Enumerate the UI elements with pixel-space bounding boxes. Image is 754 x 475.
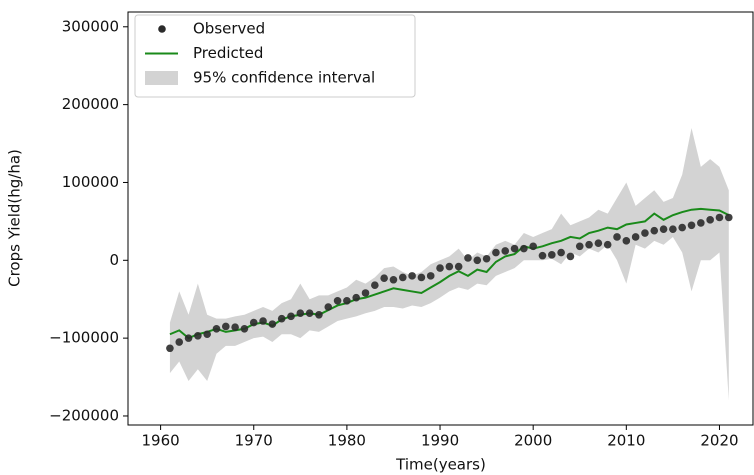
y-tick-label: −100000 bbox=[49, 329, 119, 347]
observed-point bbox=[548, 251, 556, 259]
observed-point bbox=[697, 219, 705, 227]
observed-point bbox=[706, 216, 714, 224]
observed-point bbox=[687, 221, 696, 230]
observed-point bbox=[529, 242, 537, 251]
x-axis-label: Time(years) bbox=[395, 456, 486, 474]
observed-point bbox=[296, 309, 305, 318]
observed-point bbox=[650, 226, 659, 235]
y-tick-label: 0 bbox=[109, 251, 119, 269]
observed-point bbox=[212, 324, 221, 333]
observed-point bbox=[343, 296, 351, 305]
observed-point bbox=[203, 330, 211, 339]
y-tick-label: 200000 bbox=[62, 95, 119, 113]
observed-point bbox=[436, 264, 444, 272]
observed-point bbox=[575, 242, 584, 251]
y-axis-label: Crops Yield(hg/ha) bbox=[6, 149, 24, 287]
observed-point bbox=[240, 324, 249, 333]
observed-point bbox=[333, 296, 342, 305]
legend-label: Predicted bbox=[193, 44, 263, 62]
x-tick-label: 1960 bbox=[142, 432, 180, 450]
observed-point bbox=[166, 344, 174, 353]
observed-point bbox=[324, 303, 333, 311]
legend-box bbox=[134, 14, 416, 98]
observed-point bbox=[259, 317, 267, 325]
x-tick-label: 1970 bbox=[235, 432, 273, 450]
legend: Observed Predicted 95% confidence interval bbox=[134, 14, 416, 98]
observed-point bbox=[305, 309, 314, 318]
observed-point bbox=[426, 272, 435, 280]
legend-symbol bbox=[145, 71, 178, 85]
observed-point bbox=[603, 240, 612, 249]
observed-point bbox=[492, 248, 500, 257]
legend-label: 95% confidence interval bbox=[193, 69, 375, 87]
observed-point bbox=[389, 275, 398, 284]
observed-point bbox=[277, 314, 286, 323]
observed-point bbox=[194, 331, 202, 340]
observed-point bbox=[659, 225, 668, 233]
observed-point bbox=[361, 289, 370, 297]
observed-point bbox=[315, 310, 323, 319]
observed-point bbox=[287, 312, 295, 321]
observed-point bbox=[380, 274, 388, 283]
observed-point bbox=[454, 262, 463, 271]
x-tick-label: 2010 bbox=[607, 432, 645, 450]
legend-symbol bbox=[158, 25, 166, 33]
observed-point bbox=[184, 334, 193, 342]
observed-point bbox=[715, 213, 724, 222]
x-tick-label: 2000 bbox=[514, 432, 552, 450]
observed-point bbox=[585, 240, 593, 249]
observed-point bbox=[231, 323, 239, 332]
observed-point bbox=[669, 225, 677, 233]
observed-point bbox=[641, 229, 649, 237]
legend-label: Observed bbox=[193, 20, 265, 38]
observed-point bbox=[268, 320, 277, 328]
x-tick-label: 2020 bbox=[700, 432, 738, 450]
x-tick-label: 1990 bbox=[421, 432, 459, 450]
observed-point bbox=[371, 281, 379, 290]
observed-point bbox=[520, 244, 528, 253]
observed-point bbox=[566, 252, 575, 261]
observed-point bbox=[352, 293, 361, 302]
observed-point bbox=[408, 272, 416, 280]
y-tick-label: −200000 bbox=[49, 406, 119, 424]
y-tick-label: 300000 bbox=[62, 17, 119, 35]
observed-point bbox=[473, 256, 482, 265]
observed-point bbox=[724, 213, 733, 222]
observed-point bbox=[678, 223, 687, 232]
observed-point bbox=[398, 273, 407, 282]
observed-point bbox=[464, 254, 472, 262]
observed-point bbox=[249, 318, 258, 327]
observed-point bbox=[510, 244, 519, 253]
observed-point bbox=[538, 251, 547, 260]
observed-point bbox=[482, 254, 491, 263]
observed-point bbox=[631, 233, 640, 241]
observed-point bbox=[222, 322, 230, 331]
observed-point bbox=[445, 262, 454, 271]
x-tick-label: 1980 bbox=[328, 432, 366, 450]
observed-point bbox=[557, 248, 565, 257]
observed-point bbox=[501, 247, 510, 255]
observed-point bbox=[622, 237, 631, 245]
observed-point bbox=[417, 273, 426, 282]
observed-point bbox=[594, 239, 603, 247]
y-tick-label: 100000 bbox=[62, 173, 119, 191]
observed-point bbox=[613, 233, 621, 241]
observed-point bbox=[175, 338, 184, 346]
